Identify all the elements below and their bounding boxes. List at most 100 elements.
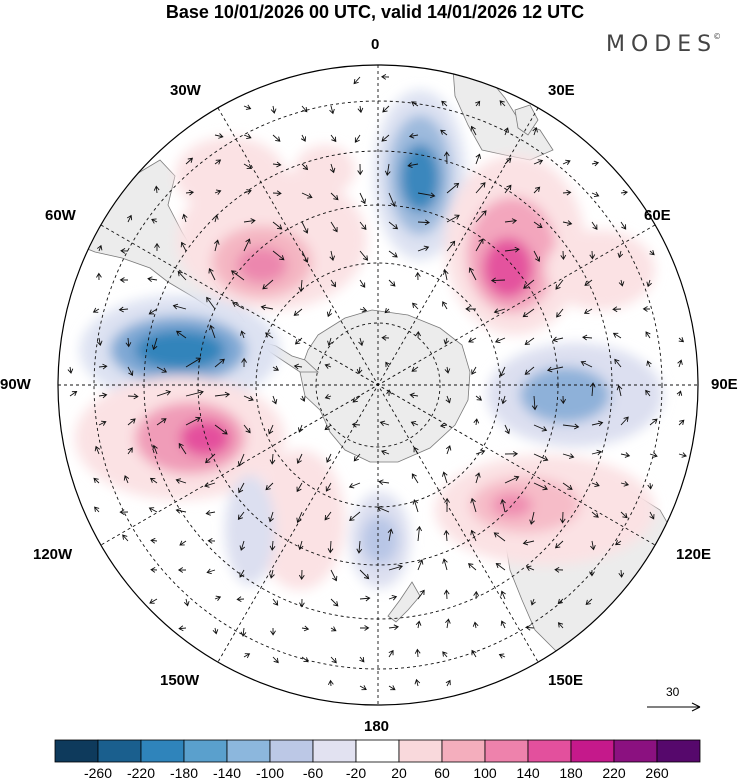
wind-arrow	[522, 539, 535, 546]
wind-arrow	[589, 250, 596, 260]
wind-arrow	[152, 444, 158, 455]
wind-arrow	[500, 620, 506, 629]
colorbar-swatch	[54, 739, 99, 763]
wind-arrow	[490, 277, 506, 284]
wind-arrow	[296, 482, 303, 493]
wind-arrow	[504, 424, 510, 435]
wind-arrow	[272, 161, 282, 168]
wind-arrow	[415, 331, 421, 339]
wind-arrow	[677, 359, 683, 368]
wind-arrow	[205, 453, 216, 464]
wind-arrow	[388, 564, 403, 571]
wind-arrow	[522, 308, 535, 318]
wind-arrow	[589, 569, 595, 577]
wind-arrow	[411, 473, 419, 484]
colorbar-swatch	[226, 739, 271, 763]
wind-arrow	[243, 424, 251, 434]
wind-arrow	[352, 395, 361, 403]
wind-arrow	[206, 568, 216, 575]
wind-arrow	[156, 390, 172, 397]
wind-arrow	[182, 213, 188, 223]
wind-arrow	[612, 306, 622, 313]
wind-arrow	[554, 540, 564, 549]
wind-arrow	[533, 482, 548, 491]
wind-arrow	[379, 420, 390, 427]
wind-arrow	[298, 569, 305, 581]
wind-arrow	[178, 442, 187, 455]
wind-arrow	[96, 244, 103, 252]
wind-arrow	[359, 221, 367, 231]
wind-arrow	[446, 214, 460, 223]
wind-arrow	[67, 366, 74, 374]
wind-arrow	[272, 365, 279, 371]
wind-arrow	[185, 189, 195, 196]
wind-arrow	[388, 279, 396, 287]
wind-arrow	[329, 250, 336, 261]
wind-arrow	[156, 418, 167, 426]
wind-arrow	[330, 221, 338, 233]
wind-arrow	[444, 366, 451, 374]
wind-arrow	[154, 242, 160, 252]
wind-arrow	[441, 100, 448, 107]
wind-arrow	[407, 162, 419, 168]
wind-arrow	[358, 337, 364, 347]
wind-arrow	[647, 482, 654, 490]
wind-arrow	[272, 656, 279, 664]
wind-arrow	[504, 157, 512, 165]
wind-arrow	[118, 306, 129, 313]
wind-arrow	[123, 475, 130, 484]
wind-arrow	[119, 277, 129, 283]
wind-arrow	[329, 105, 335, 115]
wind-arrow	[236, 596, 245, 603]
colorbar-swatch	[398, 739, 443, 763]
colorbar-label: -100	[255, 765, 285, 781]
wind-arrow	[185, 157, 194, 165]
wind-arrow	[562, 189, 572, 196]
wind-arrow	[442, 269, 449, 281]
wind-arrow	[376, 506, 390, 513]
wind-arrow	[470, 125, 477, 136]
wind-arrow	[359, 192, 366, 205]
lon-label-60e: 60E	[644, 207, 671, 224]
wind-arrow	[411, 366, 419, 372]
wind-arrow	[127, 418, 136, 426]
lon-label-30w: 30W	[170, 82, 201, 99]
wind-arrow	[98, 392, 108, 399]
wind-arrow	[127, 366, 134, 377]
wind-arrow	[533, 186, 541, 194]
wind-arrow	[649, 249, 655, 256]
wind-arrow	[148, 308, 158, 315]
wind-arrow	[185, 389, 204, 397]
wind-arrow	[388, 250, 398, 258]
colorbar-label: -260	[83, 765, 113, 781]
wind-arrow	[440, 129, 448, 136]
colorbar-label: -220	[126, 765, 156, 781]
colorbar-swatch	[656, 739, 701, 763]
wind-arrow	[445, 679, 451, 687]
wind-arrow	[349, 511, 361, 522]
wind-arrow	[353, 453, 361, 462]
wind-arrow	[353, 76, 361, 85]
wind-arrow	[475, 210, 487, 223]
wind-arrow	[555, 279, 564, 290]
wind-arrow	[272, 598, 279, 606]
new-zealand	[387, 581, 421, 623]
wind-arrow	[243, 189, 252, 195]
wind-arrow	[359, 656, 365, 663]
wind-arrow	[410, 421, 419, 427]
wind-arrow	[446, 182, 460, 194]
wind-arrow	[326, 453, 332, 463]
wind-arrow	[378, 479, 390, 486]
wind-arrow	[388, 192, 396, 207]
wind-arrow	[126, 214, 133, 223]
wind-arrow	[557, 622, 564, 629]
wind-arrow	[357, 163, 364, 176]
modes-logo: MODES©	[606, 32, 721, 57]
colorbar-label: 260	[645, 765, 669, 781]
wind-arrow	[556, 308, 564, 318]
wind-arrow	[468, 337, 477, 343]
wind-arrow	[127, 447, 133, 455]
wind-arrow	[271, 395, 278, 405]
wind-arrow	[327, 337, 333, 347]
wind-arrow	[94, 506, 100, 513]
